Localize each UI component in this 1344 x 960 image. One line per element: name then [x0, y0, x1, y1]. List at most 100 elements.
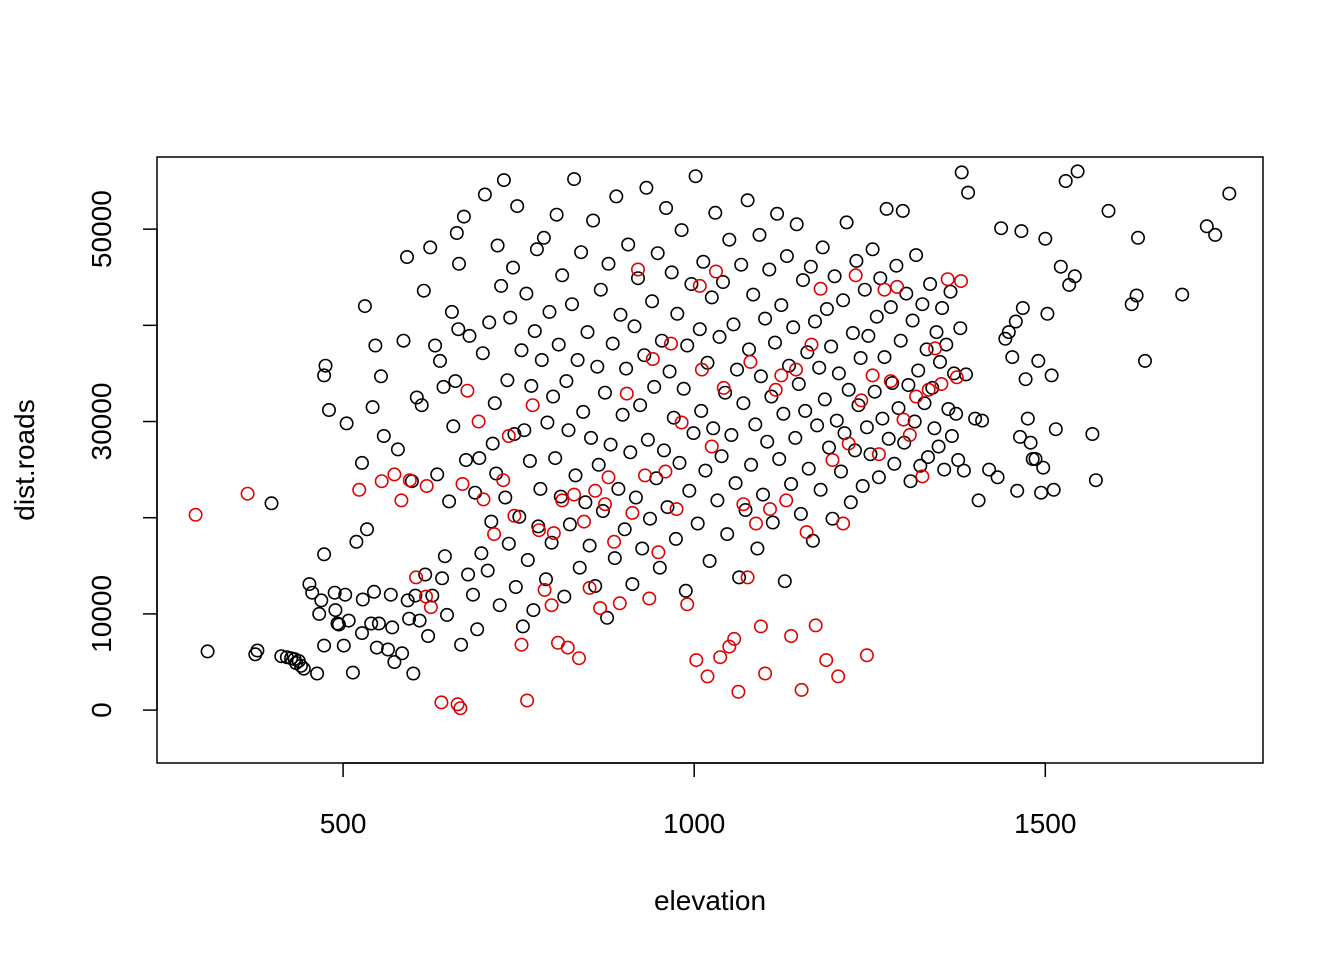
- data-point: [423, 240, 438, 255]
- data-point: [801, 461, 816, 476]
- data-point: [1023, 435, 1038, 450]
- data-point: [859, 420, 874, 435]
- data-point: [526, 603, 541, 618]
- data-point: [1012, 429, 1027, 444]
- data-point: [776, 406, 791, 421]
- data-point: [627, 319, 642, 334]
- data-point: [748, 417, 763, 432]
- y-axis: 0 10000 30000 50000: [86, 190, 158, 718]
- data-point: [689, 653, 704, 668]
- data-point: [670, 306, 685, 321]
- data-point: [704, 290, 719, 305]
- data-point: [1001, 325, 1016, 340]
- data-point: [593, 601, 608, 616]
- data-point: [881, 431, 896, 446]
- data-point: [807, 314, 822, 329]
- data-point: [476, 492, 491, 507]
- data-point: [412, 613, 427, 628]
- data-point: [779, 493, 794, 508]
- data-point: [768, 382, 783, 397]
- data-point: [684, 276, 699, 291]
- data-point: [583, 430, 598, 445]
- data-point: [728, 476, 743, 491]
- data-point: [863, 447, 878, 462]
- data-point: [366, 584, 381, 599]
- data-point: [582, 580, 597, 595]
- data-point: [937, 462, 952, 477]
- data-point: [524, 378, 539, 393]
- data-point: [865, 368, 880, 383]
- data-point: [1038, 231, 1053, 246]
- data-point: [668, 531, 683, 546]
- data-point: [696, 254, 711, 269]
- data-point: [468, 485, 483, 500]
- data-point: [564, 297, 579, 312]
- data-point: [678, 583, 693, 598]
- data-point: [519, 286, 534, 301]
- data-point: [572, 560, 587, 575]
- data-point: [355, 592, 370, 607]
- data-point: [932, 354, 947, 369]
- data-point: [674, 415, 689, 430]
- data-point: [708, 205, 723, 220]
- data-point: [484, 514, 499, 529]
- data-point: [877, 350, 892, 365]
- data-point: [647, 379, 662, 394]
- data-point: [317, 638, 332, 653]
- data-point: [188, 507, 203, 522]
- data-point: [825, 452, 840, 467]
- data-point: [941, 401, 956, 416]
- data-point: [609, 189, 624, 204]
- data-point: [664, 265, 679, 280]
- data-point: [423, 600, 438, 615]
- data-point: [496, 473, 511, 488]
- data-point: [736, 396, 751, 411]
- data-point: [331, 617, 346, 632]
- data-point: [920, 450, 935, 465]
- data-point: [345, 665, 360, 680]
- data-point: [740, 193, 755, 208]
- data-point: [546, 526, 561, 541]
- data-point: [428, 338, 443, 353]
- data-point: [318, 358, 333, 373]
- data-point: [482, 315, 497, 330]
- data-point: [885, 375, 900, 390]
- data-point: [750, 541, 765, 556]
- data-point: [1175, 287, 1190, 302]
- data-point: [803, 259, 818, 274]
- data-point: [1031, 353, 1046, 368]
- data-point: [515, 619, 530, 634]
- data-point: [1020, 411, 1035, 426]
- data-point: [951, 452, 966, 467]
- data-point: [716, 380, 731, 395]
- data-point: [911, 363, 926, 378]
- data-point: [1101, 203, 1116, 218]
- data-point: [669, 502, 684, 517]
- data-point: [437, 549, 452, 564]
- data-point: [615, 407, 630, 422]
- data-point: [471, 414, 486, 429]
- data-point: [869, 309, 884, 324]
- data-point: [954, 165, 969, 180]
- data-point: [740, 570, 755, 585]
- data-point: [639, 180, 654, 195]
- data-point: [373, 369, 388, 384]
- data-point: [1138, 353, 1153, 368]
- data-point: [474, 546, 489, 561]
- data-point: [923, 276, 938, 291]
- data-point: [633, 398, 648, 413]
- data-point: [500, 373, 515, 388]
- data-point: [698, 463, 713, 478]
- data-point: [946, 366, 961, 381]
- data-point: [586, 213, 601, 228]
- data-point: [451, 322, 466, 337]
- data-point: [777, 574, 792, 589]
- data-point: [607, 551, 622, 566]
- data-point: [907, 414, 922, 429]
- data-point: [1040, 306, 1055, 321]
- data-point: [576, 404, 591, 419]
- data-point: [328, 603, 343, 618]
- data-point: [688, 169, 703, 184]
- data-point: [576, 514, 591, 529]
- data-point: [560, 640, 575, 655]
